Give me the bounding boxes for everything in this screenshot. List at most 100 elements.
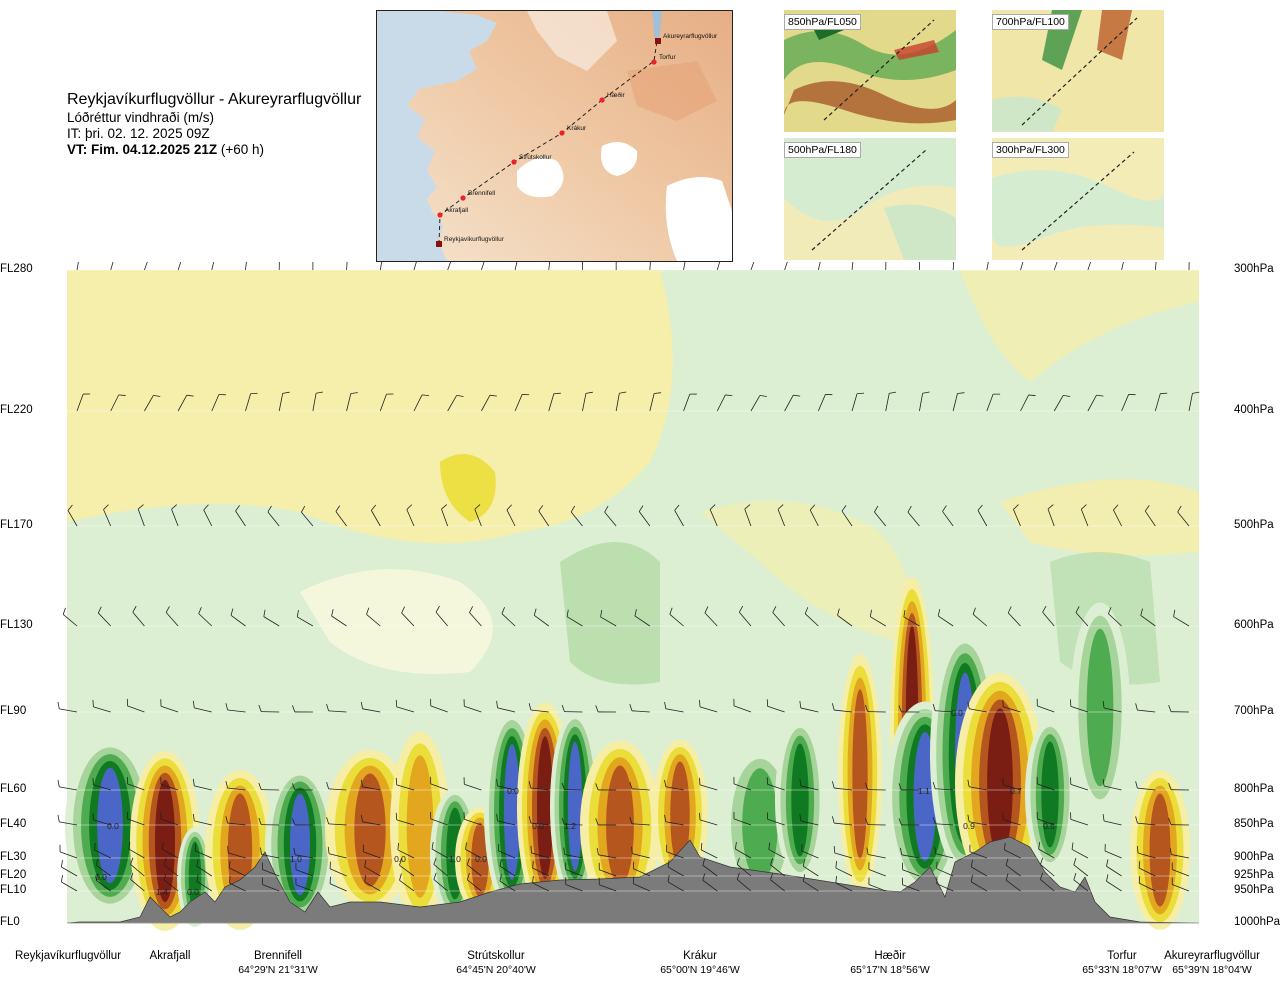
downdraft-cell xyxy=(290,794,310,896)
wind-barb xyxy=(818,262,829,270)
value-label: 1.2 xyxy=(564,821,576,831)
pressure-level-label: 950hPa xyxy=(1234,884,1274,896)
value-label: 0.9 xyxy=(963,821,975,831)
flight-level-label: FL60 xyxy=(0,783,26,795)
chart-header: Reykjavíkurflugvöllur - Akureyrarflugvöl… xyxy=(67,90,361,158)
wind-barb xyxy=(1189,262,1196,270)
wind-barb xyxy=(1021,262,1033,270)
waypoint-name: Krákur xyxy=(640,950,760,962)
wind-barb xyxy=(144,262,157,270)
waypoint-name: Akrafjall xyxy=(110,950,230,962)
wind-barb xyxy=(515,262,526,270)
map-station-marker xyxy=(655,38,661,44)
updraft-cell xyxy=(155,780,175,902)
waypoint-coordinate: 64°45'N 20°40'W xyxy=(436,964,556,976)
flight-level-label: FL130 xyxy=(0,619,33,631)
wind-barb xyxy=(650,262,658,270)
flight-level-label: FL20 xyxy=(0,869,26,881)
value-label: 0.0 xyxy=(951,708,963,718)
pressure-level-label: 850hPa xyxy=(1234,818,1274,830)
map-station-label: Akureyrarflugvöllur xyxy=(663,33,718,40)
wind-barb xyxy=(481,262,494,270)
map-station-marker xyxy=(437,212,442,217)
map-station-label: Strútskollur xyxy=(519,154,552,161)
wind-barb xyxy=(77,262,87,270)
panel-300hpa: 300hPa/FL300 xyxy=(992,138,1164,260)
waypoint-name: Strútskollur xyxy=(436,950,556,962)
pressure-level-label: 900hPa xyxy=(1234,851,1274,863)
value-label: 0.0 xyxy=(394,854,406,864)
pressure-level-label: 300hPa xyxy=(1234,263,1274,275)
flight-level-label: FL220 xyxy=(0,404,33,416)
wind-barb xyxy=(717,262,729,270)
panel-850hpa: 850hPa/FL050 xyxy=(784,10,956,132)
flight-level-label: FL90 xyxy=(0,705,26,717)
pressure-level-label: 700hPa xyxy=(1234,705,1274,717)
waypoint-coordinate: 65°17'N 18°56'W xyxy=(830,964,950,976)
valid-time-offset: (+60 h) xyxy=(221,142,264,157)
panel-label-500: 500hPa/FL180 xyxy=(784,142,861,158)
wind-barb xyxy=(684,262,694,270)
value-label: 1.4 xyxy=(156,887,168,897)
chart-title: Reykjavíkurflugvöllur - Akureyrarflugvöl… xyxy=(67,90,361,110)
wind-barb xyxy=(313,262,320,270)
panel-label-850: 850hPa/FL050 xyxy=(784,14,861,30)
pressure-level-label: 400hPa xyxy=(1234,404,1274,416)
pressure-level-label: 500hPa xyxy=(1234,519,1274,531)
wind-barb xyxy=(616,262,623,270)
downdraft-region xyxy=(560,542,660,685)
value-label: 0.0 xyxy=(507,786,519,796)
map-station-label: Hæðir xyxy=(607,91,626,99)
wind-barb xyxy=(919,262,926,270)
waypoint-name: Brennifell xyxy=(218,950,338,962)
value-label: 1.0 xyxy=(449,854,461,864)
value-label: 1.1 xyxy=(918,786,930,796)
downdraft-cell xyxy=(791,743,808,856)
waypoint-coordinate: 64°29'N 21°31'W xyxy=(218,964,338,976)
map-station-marker xyxy=(511,159,516,164)
pressure-level-label: 925hPa xyxy=(1234,869,1274,881)
valid-time-label: VT: Fim. 04.12.2025 21Z xyxy=(67,142,217,157)
value-label: 0.0 xyxy=(475,854,487,864)
downdraft-cell xyxy=(1041,742,1058,848)
flight-level-label: FL10 xyxy=(0,884,26,896)
updraft-region xyxy=(67,270,673,543)
wind-barb xyxy=(279,262,286,270)
wind-barb xyxy=(245,262,254,270)
wind-barb xyxy=(380,262,390,270)
valid-time: VT: Fim. 04.12.2025 21Z (+60 h) xyxy=(67,142,361,158)
value-label: 0.0 xyxy=(187,887,199,897)
wind-barb xyxy=(852,262,861,270)
pressure-level-label: 1000hPa xyxy=(1234,916,1280,928)
map-station-marker xyxy=(559,130,564,135)
map-station-marker xyxy=(436,241,442,247)
downdraft-cell xyxy=(742,768,778,881)
map-station-label: Reykjavíkurflugvöllur xyxy=(444,236,505,243)
panel-700hpa: 700hPa/FL100 xyxy=(992,10,1164,132)
value-label: 0.0 xyxy=(532,821,544,831)
wind-barb xyxy=(1122,262,1133,270)
waypoint-name: Akureyrarflugvöllur xyxy=(1152,950,1272,962)
flight-level-label: FL40 xyxy=(0,818,26,830)
wind-barb xyxy=(987,262,997,270)
map-station-marker xyxy=(599,97,604,102)
panel-500hpa: 500hPa/FL180 xyxy=(784,138,956,260)
pressure-level-label: 600hPa xyxy=(1234,619,1274,631)
updraft-cell xyxy=(852,689,867,859)
wind-barb xyxy=(1155,262,1164,270)
updraft-cell xyxy=(354,773,385,886)
waypoint-name: Hæðir xyxy=(830,950,950,962)
chart-subtitle: Lóðréttur vindhraði (m/s) xyxy=(67,110,361,126)
wind-barb xyxy=(1054,262,1067,270)
value-label: 0.0 xyxy=(95,872,107,882)
flight-level-label: FL0 xyxy=(0,916,20,928)
wind-barb xyxy=(886,262,893,270)
flight-level-label: FL280 xyxy=(0,263,33,275)
map-station-marker xyxy=(460,195,465,200)
map-station-label: Brennifell xyxy=(468,190,496,197)
panel-label-300: 300hPa/FL300 xyxy=(992,142,1069,158)
map-station-label: Torfur xyxy=(659,54,676,61)
wind-barb xyxy=(212,262,223,270)
